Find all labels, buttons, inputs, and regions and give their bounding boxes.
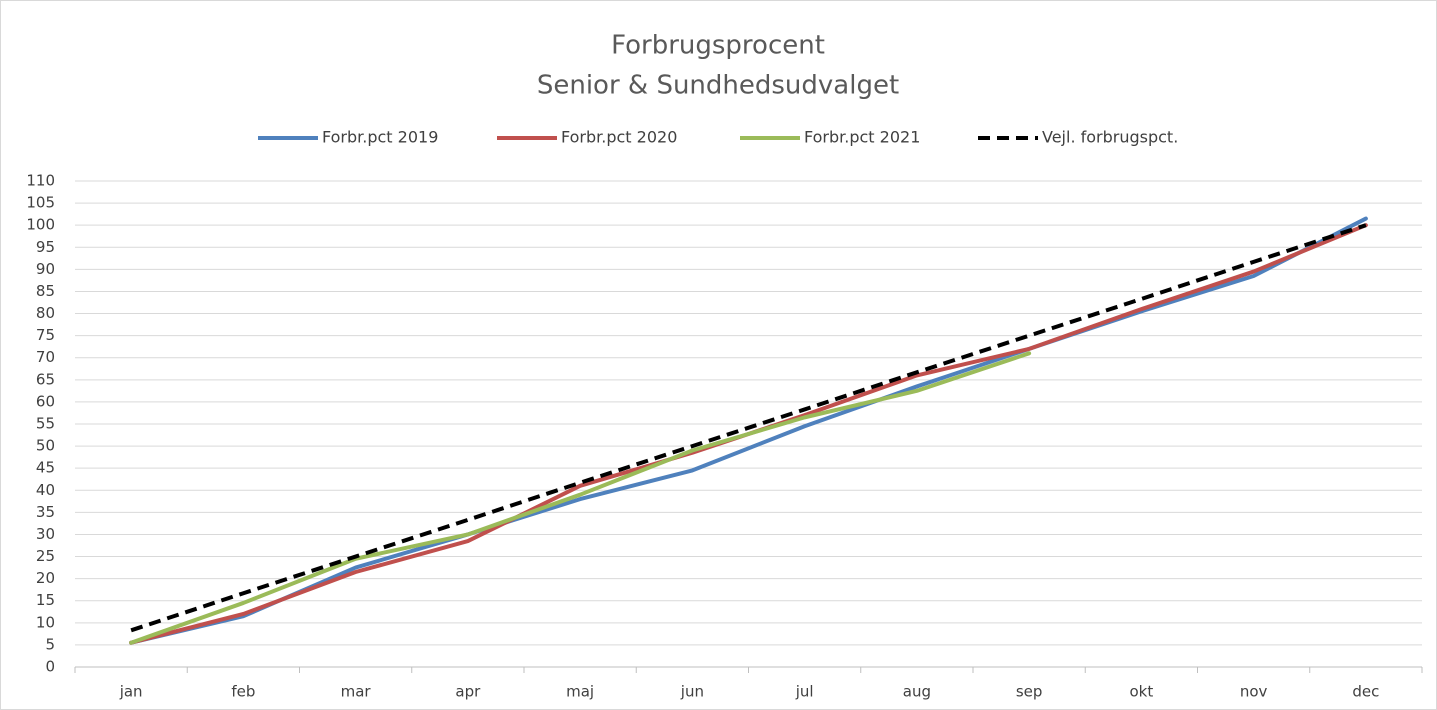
y-tick-label: 50 [36,437,55,455]
legend-label: Forbr.pct 2019 [322,128,438,147]
x-tick-label: feb [231,683,255,701]
y-tick-label: 110 [26,172,55,190]
series-line [129,216,1368,645]
x-tick-label: jan [119,683,143,701]
y-tick-label: 60 [36,392,55,410]
y-tick-label: 55 [36,415,55,433]
x-tick-label: aug [903,683,931,701]
y-tick-label: 10 [36,613,55,631]
y-tick-label: 85 [36,282,55,300]
y-tick-label: 25 [36,547,55,565]
x-tick-label: apr [455,683,481,701]
x-tick-label: sep [1016,683,1043,701]
y-tick-label: 95 [36,238,55,256]
x-tick-label: jul [795,683,814,701]
x-tick-label: jun [680,683,704,701]
y-tick-label: 35 [36,503,55,521]
x-tick-label: okt [1130,683,1154,701]
series-line [129,351,1032,645]
legend-label: Forbr.pct 2020 [561,128,677,147]
y-tick-label: 100 [26,216,55,234]
y-tick-label: 80 [36,304,55,322]
chart-title: Forbrugsprocent [611,31,825,61]
y-tick-label: 0 [45,658,55,676]
y-tick-label: 75 [36,326,55,344]
y-tick-label: 40 [36,481,55,499]
series-line [130,223,1367,633]
y-tick-label: 30 [36,525,55,543]
y-tick-label: 20 [36,569,55,587]
y-tick-label: 105 [26,194,55,212]
chart-subtitle: Senior & Sundhedsudvalget [537,71,899,101]
y-tick-label: 70 [36,348,55,366]
y-tick-label: 15 [36,591,55,609]
y-tick-label: 45 [36,459,55,477]
x-tick-label: dec [1352,683,1379,701]
x-tick-label: nov [1240,683,1268,701]
x-tick-label: maj [566,683,594,701]
y-tick-label: 65 [36,370,55,388]
y-tick-label: 5 [45,635,55,653]
x-tick-label: mar [341,683,372,701]
legend-label: Forbr.pct 2021 [804,128,920,147]
legend-label: Vejl. forbrugspct. [1042,128,1178,147]
y-tick-label: 90 [36,260,55,278]
